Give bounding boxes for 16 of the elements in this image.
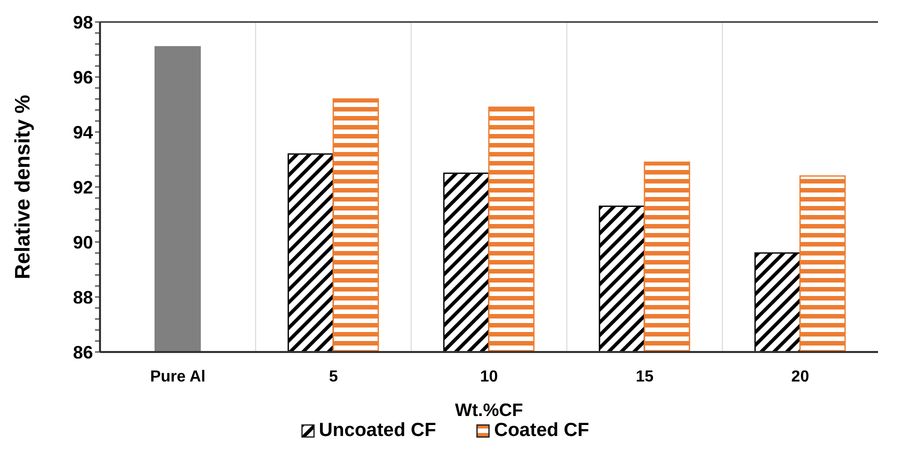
- x-tick-label: 20: [791, 368, 810, 386]
- y-tick-label: 94: [72, 122, 93, 142]
- y-tick-label: 86: [72, 342, 93, 362]
- x-tick-label: 5: [328, 368, 338, 386]
- y-tick-label: 96: [72, 67, 93, 88]
- y-tick-label: 88: [72, 287, 93, 308]
- legend-label: Coated CF: [494, 420, 590, 442]
- x-tick-label: Pure Al: [150, 368, 206, 386]
- y-axis-title: Relative density %: [11, 94, 34, 280]
- x-axis-title: Wt.%CF: [455, 400, 523, 420]
- legend-label: Uncoated CF: [318, 420, 436, 442]
- x-tick-label: 15: [636, 368, 654, 386]
- y-tick-label: 90: [72, 232, 93, 252]
- y-tick-label: 92: [72, 177, 93, 198]
- y-tick-label: 98: [72, 12, 93, 32]
- x-tick-label: 10: [480, 368, 498, 386]
